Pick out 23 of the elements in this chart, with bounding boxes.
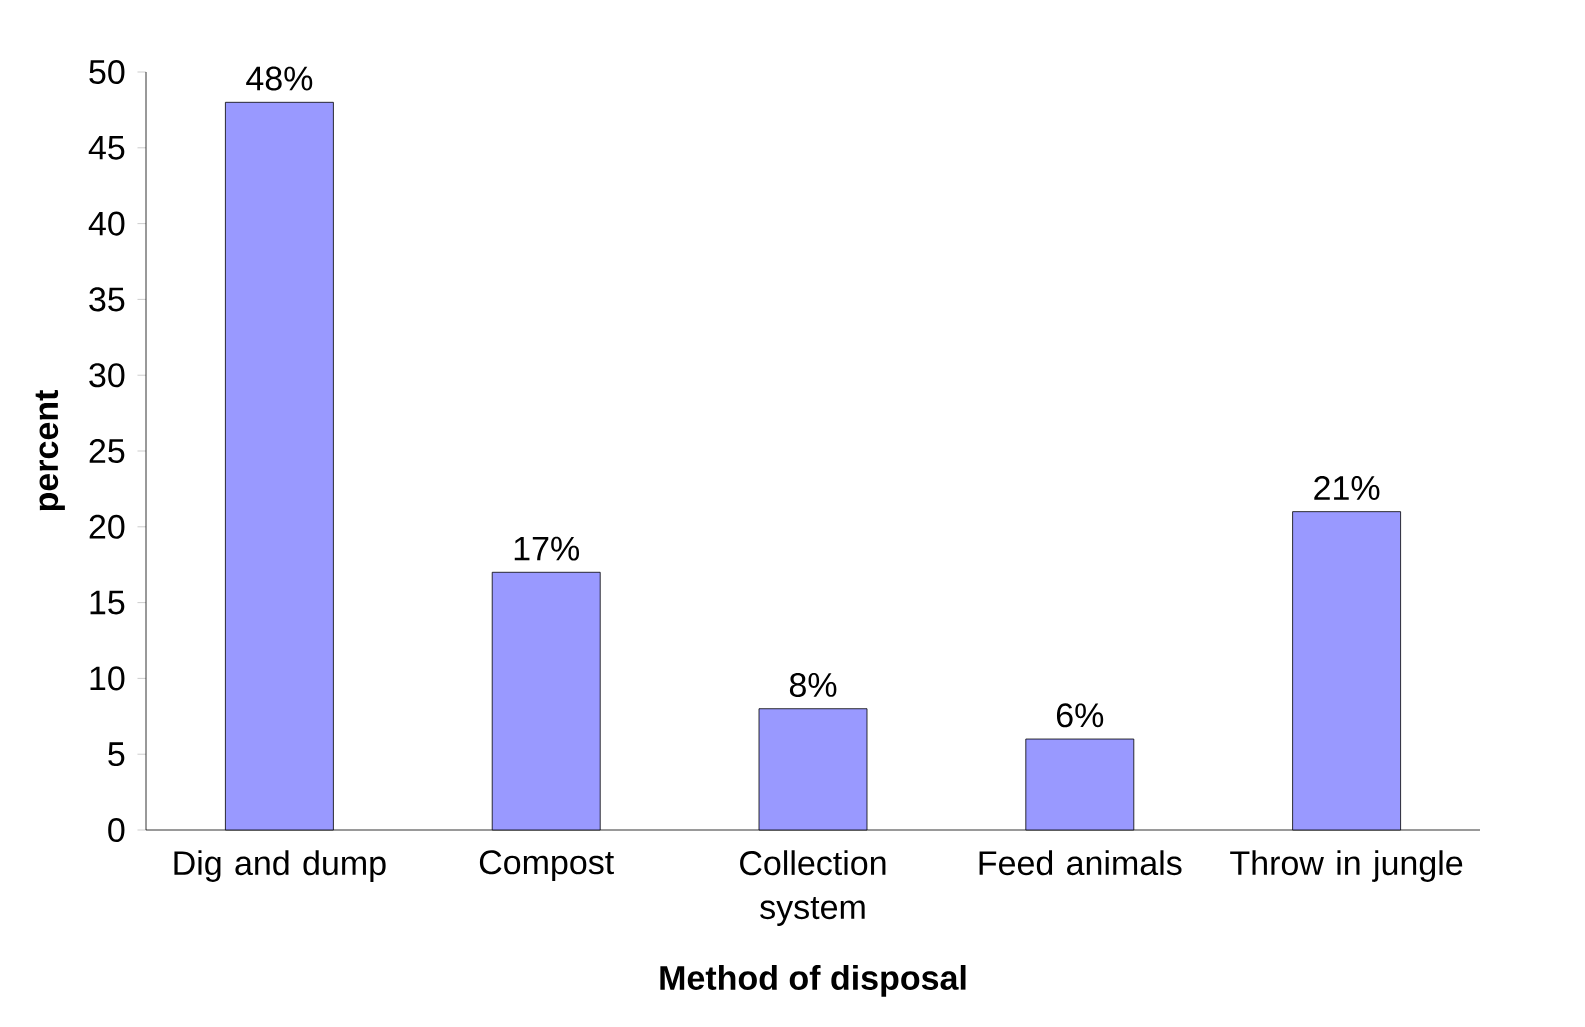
y-tick-label: 45	[88, 135, 125, 160]
x-axis-title: Method of disposal	[660, 965, 966, 997]
y-tick-label: 40	[88, 211, 125, 236]
data-label: 48%	[246, 66, 313, 91]
y-axis-title: percent	[35, 390, 65, 511]
y-tick-label: 0	[108, 817, 125, 843]
y-tick-label: 15	[90, 590, 125, 615]
y-tick-label: 10	[90, 666, 125, 691]
y-tick-label: 50	[89, 59, 125, 85]
y-tick-label: 20	[89, 514, 125, 539]
y-tick-label: 5	[108, 742, 125, 767]
data-label: 17%	[514, 536, 580, 561]
data-label: 21%	[1314, 475, 1380, 500]
data-label: 6%	[1056, 703, 1104, 728]
x-tick-label: Throw in jungle	[1230, 850, 1463, 882]
data-label: 8%	[789, 672, 837, 697]
x-tick-label: Compost	[479, 850, 614, 882]
x-tick-label: Dig and dump	[174, 850, 386, 882]
y-tick-label: 30	[89, 363, 125, 388]
y-tick-label: 25	[89, 438, 125, 464]
y-tick-label: 35	[89, 287, 125, 312]
x-tick-label: Feed animals	[979, 850, 1182, 876]
x-tick-label: Collection system	[740, 850, 886, 926]
